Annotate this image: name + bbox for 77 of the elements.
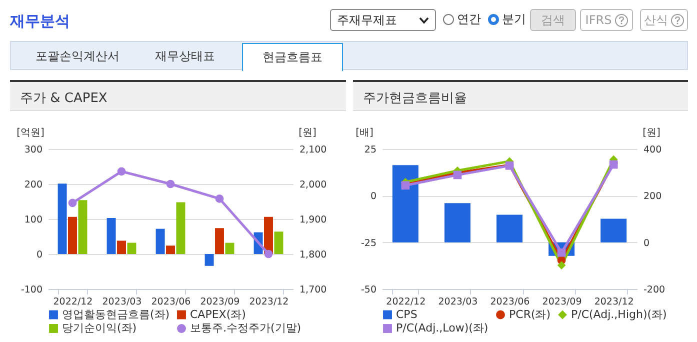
text: 주재무제표 [337,12,397,28]
point [453,170,462,180]
y2-tick-label: 2,000 [300,180,327,190]
legend-label: P/C(Adj.,Low)(좌) [396,322,488,334]
chart-title: 주가 & CAPEX [10,80,346,111]
text: 현금흐름표 [242,43,343,71]
chart-title: 주가현금흐름비율 [353,80,688,111]
y2-tick-label: 0 [644,238,650,249]
bar [127,242,136,254]
x-tick-label: 2022/12 [53,296,93,308]
bar [444,203,470,242]
y2-tick-label: 400 [644,144,662,156]
bar [392,165,418,242]
y2-tick-label: 2,100 [300,144,327,156]
bar [68,216,77,254]
bar [176,202,186,254]
bar [225,242,234,254]
point [166,180,175,188]
point [215,194,224,203]
x-tick-label: 2023/06 [151,296,191,308]
y2-tick-label: 200 [644,191,662,202]
y-tick-label: 300 [24,144,42,156]
text: 산식 [644,12,668,28]
bar [78,200,88,254]
text: 연간 [457,11,481,28]
x-tick-label: 2023/09 [542,296,582,308]
y-tick-label: -50 [360,284,376,296]
point [117,167,126,176]
text: 검색 [530,9,576,31]
text: 재무분석 [10,12,70,31]
bar [600,218,627,242]
y-tick-label: 25 [364,144,376,156]
bar [264,216,273,254]
legend-label: PCR(좌) [509,308,551,321]
x-tick-label: 2023/03 [102,296,142,308]
x-tick-label: 2023/03 [438,296,478,308]
bar [274,232,284,254]
x-tick-label: 2023/09 [200,296,240,308]
y-axis-title: [배] [356,128,374,138]
bar [58,184,67,254]
legend-label: 당기순이익(좌) [62,322,137,334]
legend-label: 영업활동현금흐름(좌) [62,308,170,321]
y-tick-label: 0 [36,250,42,260]
point [264,250,273,258]
x-tick-label: 2023/12 [594,296,634,308]
bar [496,214,523,242]
y-tick-label: 0 [370,191,376,202]
y2-tick-label: 1,900 [300,214,327,226]
bar [156,228,165,254]
legend-label: CPS [396,308,418,321]
x-tick-label: 2023/12 [249,296,289,308]
bar [204,254,214,266]
y-axis-title: [억원] [16,128,44,138]
point [68,198,77,208]
y-tick-label: 100 [24,214,42,226]
y-tick-label: -25 [360,238,376,249]
y-tick-label: -100 [20,284,42,296]
bar [106,218,116,254]
y-tick-label: 200 [24,180,42,190]
bar [215,228,224,254]
text: 재무상태표 [154,48,216,64]
bar [117,240,126,254]
text: IFRS [585,13,612,27]
text: 포괄손익계산서 [34,48,120,64]
y2-axis-title: [원] [642,128,660,138]
x-tick-label: 2023/06 [490,296,530,308]
bar [166,246,175,254]
y2-tick-label: 1,700 [300,284,327,296]
text: 분기 [502,11,526,28]
legend-label: CAPEX(좌) [190,308,246,321]
point [557,261,566,270]
y2-tick-label: 1,800 [300,250,327,260]
legend-label: P/C(Adj.,High)(좌) [571,308,667,321]
y2-axis-title: [원] [298,128,316,138]
x-tick-label: 2022/12 [386,296,426,308]
legend-label: 보통주.수정주가(기말) [190,322,302,334]
y2-tick-label: -200 [644,284,666,296]
